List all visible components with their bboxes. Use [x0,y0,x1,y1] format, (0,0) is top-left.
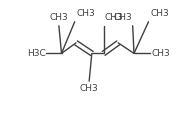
Text: CH3: CH3 [80,84,99,93]
Text: CH3: CH3 [104,13,123,22]
Text: CH3: CH3 [150,9,169,18]
Text: CH3: CH3 [77,9,95,18]
Text: CH3: CH3 [49,13,68,22]
Text: CH3: CH3 [113,13,132,22]
Text: H3C: H3C [27,49,46,58]
Text: CH3: CH3 [151,49,170,58]
